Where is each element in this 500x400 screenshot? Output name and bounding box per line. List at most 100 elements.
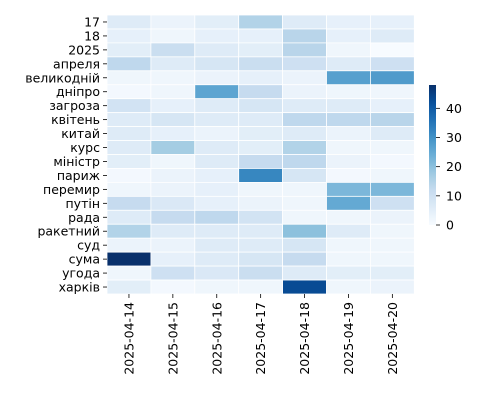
heatmap-cell-ракетний-2025-04-15 [150,223,196,239]
heatmap-cell-апреля-2025-04-18 [282,56,327,72]
heatmap-cell-путін-2025-04-16 [194,195,240,211]
heatmap-cell-харків-2025-04-14 [106,279,152,295]
heatmap-cell-загроза-2025-04-18 [282,98,327,114]
heatmap-cell-угода-2025-04-19 [326,265,371,281]
heatmap-cell-угода-2025-04-20 [369,265,415,281]
heatmap-cell-курс-2025-04-16 [194,140,240,155]
heatmap-cell-курс-2025-04-14 [106,140,152,155]
heatmap-cell-дніпро-2025-04-14 [106,84,152,100]
x-tick-label: 2025-04-17 [253,302,268,375]
heatmap-cell-міністр-2025-04-15 [150,154,196,169]
y-tick-label: путін [66,196,101,211]
heatmap-cell-путін-2025-04-17 [238,195,283,211]
heatmap-cell-2025-2025-04-16 [194,42,240,58]
heatmap-cell-китай-2025-04-19 [326,126,371,141]
heatmap-cell-18-2025-04-16 [194,28,240,44]
heatmap-cell-париж-2025-04-20 [369,168,415,183]
heatmap-cell-сума-2025-04-18 [282,251,327,267]
y-tick-label: квітень [51,112,100,127]
heatmap-cell-рада-2025-04-17 [238,209,283,225]
y-tick-label: великодній [25,70,100,85]
colorbar-tick-label: 30 [446,130,462,145]
heatmap-cell-дніпро-2025-04-17 [238,84,283,100]
y-tick-label: угода [62,266,100,281]
heatmap-cell-великодній-2025-04-14 [106,70,152,86]
heatmap-cell-суд-2025-04-16 [194,237,240,253]
heatmap-cell-апреля-2025-04-17 [238,56,283,72]
heatmap-cell-угода-2025-04-18 [282,265,327,281]
heatmap-cell-париж-2025-04-19 [326,168,371,183]
heatmap-cell-великодній-2025-04-18 [282,70,327,86]
colorbar-gradient [429,85,436,225]
heatmap-cell-квітень-2025-04-17 [238,112,283,128]
y-tick-label: 18 [84,28,100,43]
heatmap-cell-китай-2025-04-16 [194,126,240,141]
x-tick-label: 2025-04-16 [209,302,224,375]
y-tick-label: загроза [49,98,100,113]
heatmap-cell-путін-2025-04-15 [150,195,196,211]
heatmap-cell-загроза-2025-04-16 [194,98,240,114]
heatmap-cell-квітень-2025-04-16 [194,112,240,128]
heatmap-cell-18-2025-04-19 [326,28,371,44]
x-tick-labels: 2025-04-14 2025-04-15 2025-04-16 2025-04-17… [121,294,400,375]
heatmap-cell-загроза-2025-04-14 [106,98,152,114]
heatmap-cell-угода-2025-04-16 [194,265,240,281]
y-tick-label: ракетний [37,224,100,239]
colorbar: 0 10 20 30 40 [429,85,462,233]
y-tick-label: сума [69,252,100,267]
heatmap-cell-курс-2025-04-18 [282,140,327,155]
heatmap-cell-угода-2025-04-14 [106,265,152,281]
heatmap-cell-17-2025-04-20 [369,14,415,30]
heatmap-cell-міністр-2025-04-18 [282,154,327,169]
heatmap-cell-великодній-2025-04-17 [238,70,283,86]
heatmap-cell-рада-2025-04-18 [282,209,327,225]
heatmap-cell-суд-2025-04-18 [282,237,327,253]
heatmap-cell-18-2025-04-17 [238,28,283,44]
heatmap-cell-18-2025-04-15 [150,28,196,44]
heatmap-cell-великодній-2025-04-15 [150,70,196,86]
heatmap-cell-квітень-2025-04-18 [282,112,327,128]
heatmap-cell-17-2025-04-15 [150,14,196,30]
heatmap-cell-міністр-2025-04-20 [369,154,415,169]
heatmap-cell-17-2025-04-17 [238,14,283,30]
heatmap-cell-17-2025-04-14 [106,14,152,30]
heatmap-cell-2025-2025-04-19 [326,42,371,58]
colorbar-tick-label: 0 [446,218,454,233]
heatmap-cell-квітень-2025-04-15 [150,112,196,128]
heatmap-cell-париж-2025-04-17 [238,168,283,183]
heatmap-cell-рада-2025-04-20 [369,209,415,225]
heatmap-cell-великодній-2025-04-19 [326,70,371,86]
heatmap-cell-міністр-2025-04-16 [194,154,240,169]
heatmap-cell-2025-2025-04-14 [106,42,152,58]
heatmap-cell-апреля-2025-04-19 [326,56,371,72]
heatmap-cell-курс-2025-04-19 [326,140,371,155]
heatmap-cell-квітень-2025-04-19 [326,112,371,128]
heatmap-cell-18-2025-04-18 [282,28,327,44]
heatmap-cell-перемир-2025-04-14 [106,181,152,197]
heatmap-cell-ракетний-2025-04-16 [194,223,240,239]
heatmap-cell-дніпро-2025-04-15 [150,84,196,100]
heatmap-cell-загроза-2025-04-17 [238,98,283,114]
heatmap-cell-харків-2025-04-18 [282,279,327,295]
heatmap-cell-великодній-2025-04-16 [194,70,240,86]
heatmap-cell-китай-2025-04-15 [150,126,196,141]
heatmap-cell-17-2025-04-16 [194,14,240,30]
heatmap-cell-китай-2025-04-20 [369,126,415,141]
heatmap-cell-ракетний-2025-04-17 [238,223,283,239]
heatmap-cell-сума-2025-04-15 [150,251,196,267]
heatmap-cell-перемир-2025-04-19 [326,181,371,197]
heatmap-cell-дніпро-2025-04-20 [369,84,415,100]
heatmap-cell-сума-2025-04-17 [238,251,283,267]
y-tick-label: 17 [84,14,100,29]
heatmap-cell-курс-2025-04-15 [150,140,196,155]
heatmap-cell-2025-2025-04-17 [238,42,283,58]
heatmap-cell-дніпро-2025-04-18 [282,84,327,100]
heatmap-cell-суд-2025-04-15 [150,237,196,253]
heatmap-cell-перемир-2025-04-17 [238,181,283,197]
heatmap-cell-рада-2025-04-14 [106,209,152,225]
y-tick-label: міністр [53,154,100,169]
colorbar-tick-label: 40 [446,101,462,116]
heatmap-cell-путін-2025-04-20 [369,195,415,211]
heatmap-cell-апреля-2025-04-16 [194,56,240,72]
heatmap-cell-харків-2025-04-20 [369,279,415,295]
